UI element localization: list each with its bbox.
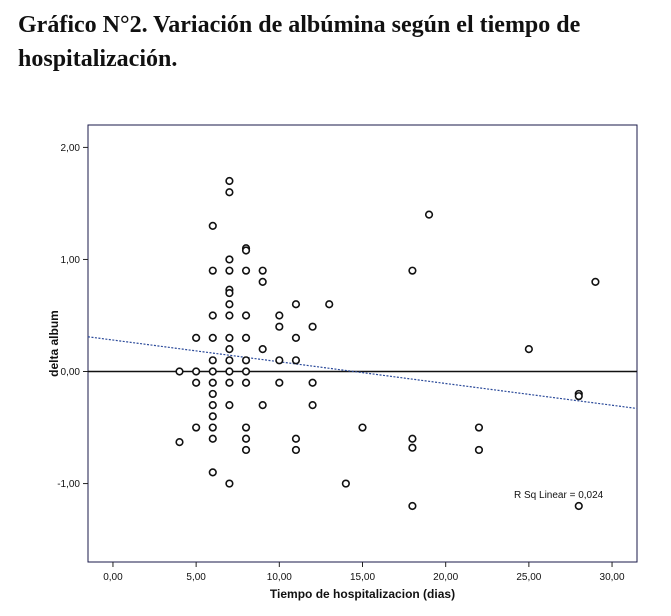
scatter-point (258, 266, 267, 275)
scatter-point (291, 333, 301, 342)
x-tick-label: 5,00 (186, 572, 206, 583)
r-squared-annotation: R Sq Linear = 0,024 (514, 490, 604, 501)
scatter-point (225, 479, 234, 488)
x-tick-label: 10,00 (267, 572, 292, 583)
scatter-point (241, 333, 251, 342)
scatter-point (208, 333, 217, 342)
scatter-point (225, 367, 234, 376)
scatter-point (275, 356, 284, 365)
x-tick-label: 25,00 (516, 572, 541, 583)
scatter-point (208, 423, 217, 432)
y-tick-label: 1,00 (61, 255, 81, 266)
figure-title: Gráfico N°2. Variación de albúmina según… (18, 12, 581, 72)
linear-fit-line (87, 336, 638, 410)
scatter-point (341, 479, 350, 488)
scatter-point (225, 311, 234, 320)
scatter-point (208, 434, 217, 443)
scatter-point (241, 378, 251, 387)
scatter-point (208, 221, 217, 230)
scatter-point (208, 266, 217, 275)
x-tick-label: 30,00 (600, 572, 625, 583)
y-axis-title: delta album (47, 310, 61, 377)
scatter-point (291, 434, 301, 443)
scatter-point (225, 176, 234, 186)
scatter-point (208, 311, 217, 320)
scatter-point (358, 423, 367, 432)
scatter-point (408, 443, 417, 452)
y-tick-label: 0,00 (61, 367, 81, 378)
scatter-point (225, 188, 234, 197)
scatter-point (208, 412, 217, 421)
scatter-point (225, 378, 234, 387)
scatter-point (192, 378, 201, 387)
scatter-point (275, 311, 284, 320)
scatter-point (408, 434, 417, 443)
scatter-point (192, 367, 201, 376)
scatter-point (208, 367, 217, 376)
scatter-point (225, 356, 234, 365)
scatter-point (574, 501, 583, 511)
scatter-point (291, 356, 301, 365)
scatter-point (192, 333, 201, 342)
scatter-point (574, 392, 583, 401)
scatter-point (175, 367, 184, 376)
scatter-point (408, 501, 417, 511)
scatter-point (258, 401, 267, 410)
y-tick-label: 2,00 (61, 143, 81, 154)
x-tick-label: 20,00 (433, 572, 458, 583)
scatter-point (291, 300, 301, 309)
scatter-point (308, 322, 317, 331)
scatter-point (291, 445, 301, 455)
scatter-point (258, 277, 267, 286)
scatter-point (591, 277, 600, 286)
scatter-point (208, 468, 217, 477)
scatter-point (308, 378, 317, 387)
scatter-point (192, 423, 201, 432)
scatter-point (241, 266, 251, 275)
scatter-point (275, 378, 284, 387)
scatter-point (275, 322, 284, 331)
scatter-point (225, 333, 234, 342)
scatter-point (241, 311, 251, 320)
scatter-point (225, 300, 234, 309)
scatter-point (474, 423, 484, 432)
scatter-point (524, 345, 533, 354)
scatter-point (241, 423, 251, 432)
x-tick-label: 15,00 (350, 572, 375, 583)
scatter-point (208, 389, 217, 399)
scatter-point (208, 378, 217, 387)
scatter-point (225, 255, 234, 264)
scatter-point (241, 246, 251, 255)
scatter-point (308, 401, 317, 410)
scatter-point (424, 210, 434, 219)
scatter-point (208, 356, 217, 365)
scatter-point (241, 434, 251, 443)
scatter-point (225, 288, 234, 298)
scatter-point (474, 445, 484, 455)
x-tick-label: 0,00 (103, 572, 123, 583)
scatter-point (241, 445, 251, 455)
scatter-point (325, 300, 334, 309)
scatter-point (225, 401, 234, 410)
scatter-point (408, 266, 417, 275)
scatter-point (241, 356, 251, 365)
scatter-point (175, 438, 184, 447)
x-axis-title: Tiempo de hospitalizacion (dias) (270, 587, 455, 601)
scatter-point (225, 345, 234, 354)
y-tick-label: -1,00 (57, 479, 80, 490)
scatter-point (225, 266, 234, 275)
scatter-point (258, 345, 267, 354)
scatter-point (208, 401, 217, 410)
scatter-point (241, 367, 251, 376)
